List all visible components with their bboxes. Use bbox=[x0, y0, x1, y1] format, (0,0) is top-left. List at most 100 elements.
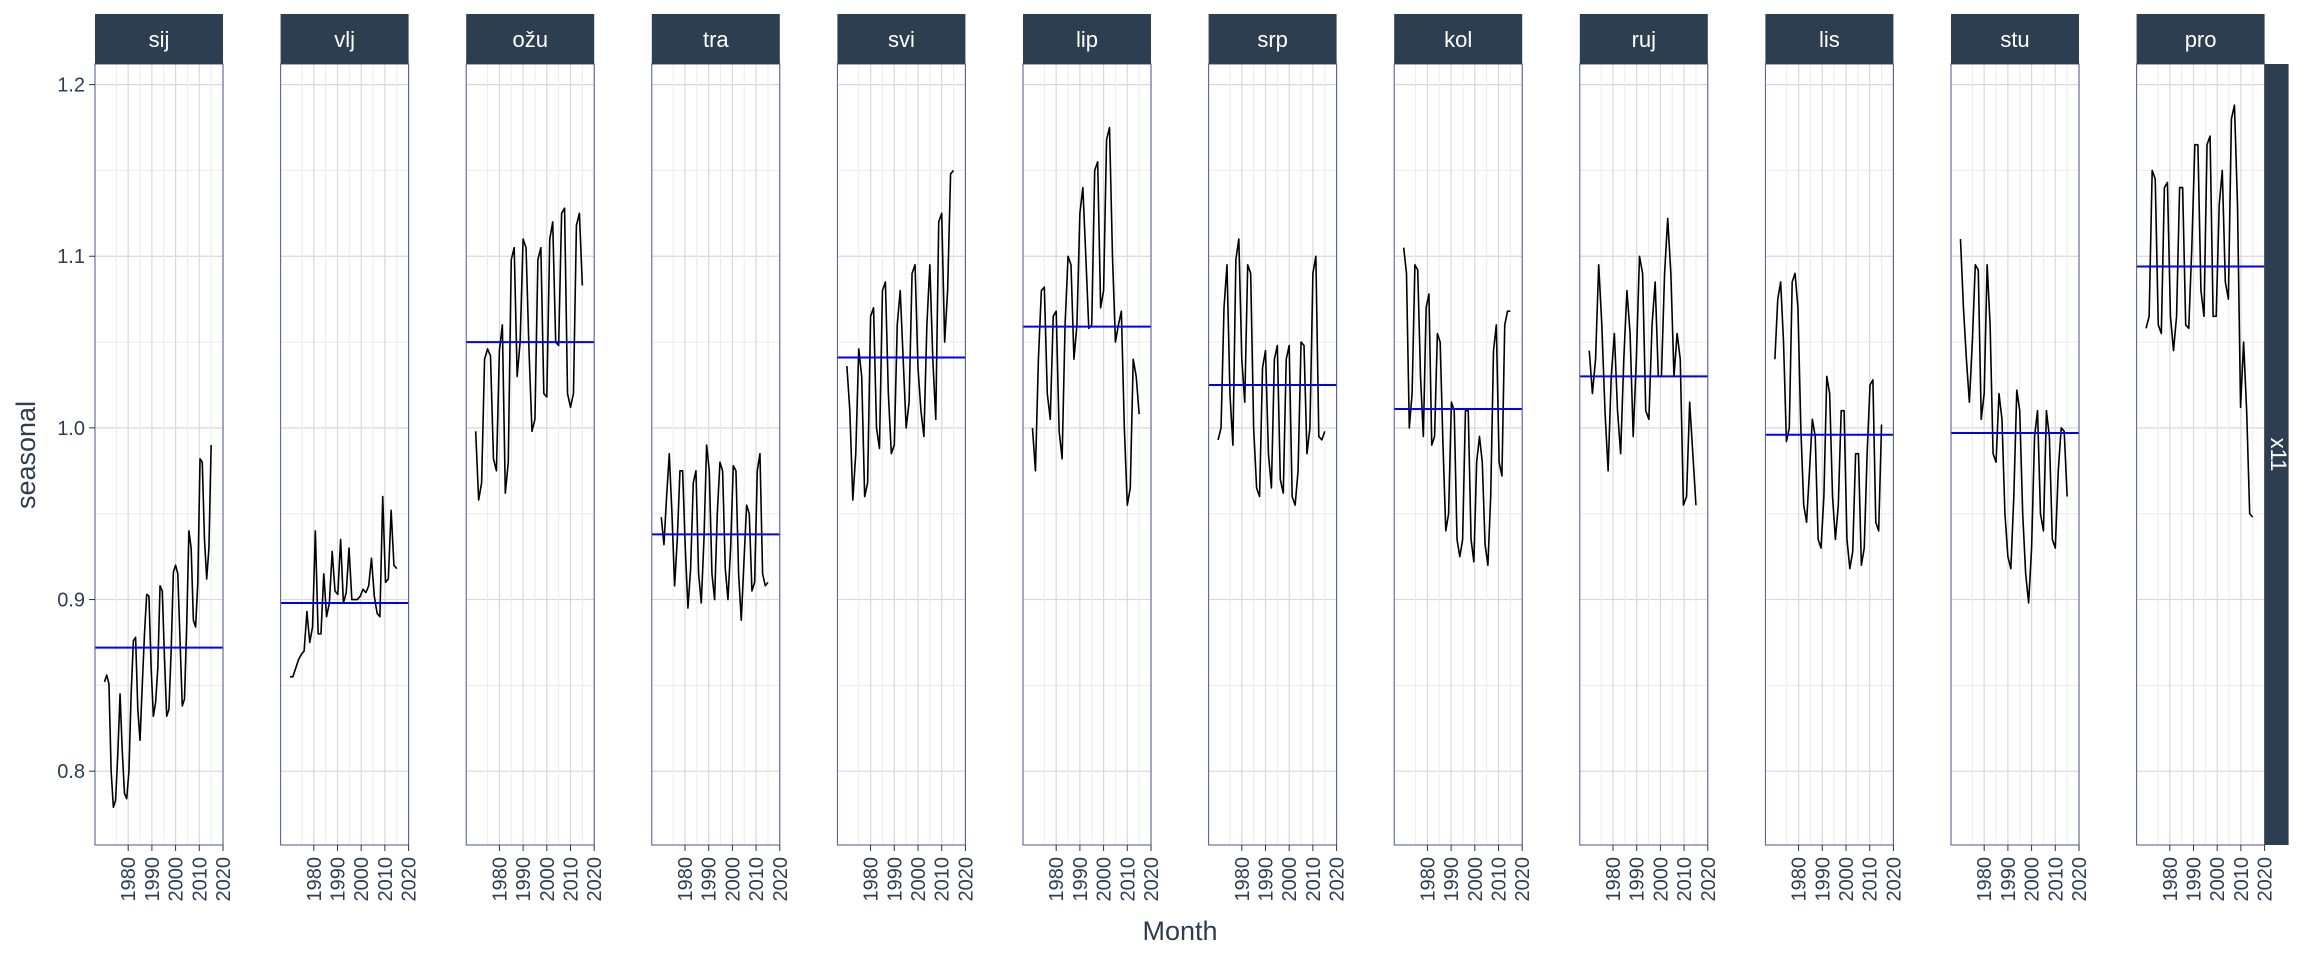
panel-strip-label: svi bbox=[888, 27, 915, 52]
x-tick-label: 2020 bbox=[1512, 857, 1534, 902]
x-tick-label: 2020 bbox=[1141, 857, 1163, 902]
x-tick-label: 2020 bbox=[770, 857, 792, 902]
x-tick-label: 2010 bbox=[1674, 857, 1696, 902]
x-tick-label: 2010 bbox=[1303, 857, 1325, 902]
right-strip-label: x11 bbox=[2266, 438, 2291, 472]
x-tick-label: 2020 bbox=[584, 857, 606, 902]
right-strip-background bbox=[2264, 64, 2289, 845]
panel-ruj: ruj 1980 1990 2000 2010 2020 bbox=[1579, 14, 1720, 902]
x-tick-label: 2020 bbox=[2255, 857, 2277, 902]
panel-background bbox=[280, 64, 409, 845]
panel-strip-background bbox=[1579, 14, 1708, 64]
panel-strip-background bbox=[651, 14, 780, 64]
x-tick-label: 2020 bbox=[955, 857, 977, 902]
x-tick-label: 2000 bbox=[1279, 857, 1301, 902]
x-tick-label: 1990 bbox=[142, 857, 164, 902]
y-tick-label: 1.0 bbox=[57, 418, 85, 440]
x-tick-label: 2020 bbox=[213, 857, 235, 902]
x-tick-label: 1990 bbox=[1070, 857, 1092, 902]
y-tick-label: 0.9 bbox=[57, 590, 85, 612]
x-tick-label: 2010 bbox=[932, 857, 954, 902]
x-tick-label: 1980 bbox=[675, 857, 697, 902]
x-tick-label: 1990 bbox=[2183, 857, 2205, 902]
panel-pro: pro 1980 1990 2000 2010 2020 bbox=[2136, 14, 2277, 902]
x-tick-label: 1990 bbox=[1441, 857, 1463, 902]
panel-strip-background bbox=[1765, 14, 1894, 64]
x-tick-label: 1980 bbox=[861, 857, 883, 902]
x-tick-label: 2010 bbox=[2045, 857, 2067, 902]
x-tick-label: 2010 bbox=[1488, 857, 1510, 902]
y-tick-label: 0.8 bbox=[57, 761, 85, 783]
panel-lis: lis 1980 1990 2000 2010 2020 bbox=[1764, 14, 1905, 902]
x-tick-label: 2010 bbox=[1117, 857, 1139, 902]
x-tick-label: 1980 bbox=[1232, 857, 1254, 902]
x-tick-label: 2000 bbox=[166, 857, 188, 902]
panel-strip-label: vlj bbox=[334, 27, 355, 52]
panel-ožu: ožu 1980 1990 2000 2010 2020 bbox=[465, 14, 606, 902]
panel-strip-background bbox=[1023, 14, 1151, 64]
x-tick-label: 2010 bbox=[1860, 857, 1882, 902]
x-tick-label: 2010 bbox=[189, 857, 211, 902]
panel-strip-label: kol bbox=[1444, 27, 1472, 52]
panel-stu: stu 1980 1990 2000 2010 2020 bbox=[1950, 14, 2091, 902]
x-tick-label: 2020 bbox=[1327, 857, 1349, 902]
panel-strip-label: lis bbox=[1819, 27, 1840, 52]
y-tick-label: 1.2 bbox=[57, 75, 85, 97]
x-tick-label: 2020 bbox=[2069, 857, 2091, 902]
seasonal-series-line bbox=[1402, 247, 1511, 567]
x-tick-label: 1980 bbox=[1789, 857, 1811, 902]
seasonal-series-line bbox=[2145, 104, 2254, 518]
panel-background bbox=[837, 64, 966, 845]
panel-background bbox=[95, 64, 223, 845]
panel-srp: srp 1980 1990 2000 2010 2020 bbox=[1208, 14, 1349, 902]
panel-strip-label: srp bbox=[1257, 27, 1288, 52]
panel-strip-background bbox=[1208, 14, 1337, 64]
x-tick-label: 2000 bbox=[722, 857, 744, 902]
x-tick-label: 2000 bbox=[1836, 857, 1858, 902]
x-tick-label: 1980 bbox=[1417, 857, 1439, 902]
x-tick-label: 2020 bbox=[1698, 857, 1720, 902]
seasonal-series-line bbox=[103, 445, 212, 809]
panel-strip-label: ožu bbox=[512, 27, 547, 52]
facet-strip-right: x11 bbox=[2264, 64, 2291, 845]
x-tick-label: 1990 bbox=[327, 857, 349, 902]
seasonal-series-line bbox=[1588, 217, 1697, 506]
x-tick-label: 2010 bbox=[2231, 857, 2253, 902]
x-tick-label: 2000 bbox=[908, 857, 930, 902]
seasonal-series-line bbox=[1774, 272, 1883, 570]
x-tick-label: 1990 bbox=[1627, 857, 1649, 902]
x-tick-label: 1990 bbox=[884, 857, 906, 902]
panel-strip-background bbox=[280, 14, 409, 64]
panel-strip-label: tra bbox=[703, 27, 729, 52]
x-axis-title: Month bbox=[1142, 916, 1217, 946]
x-tick-label: 1990 bbox=[1812, 857, 1834, 902]
x-tick-label: 1980 bbox=[1974, 857, 1996, 902]
panel-strip-label: sij bbox=[149, 27, 170, 52]
panel-strip-label: ruj bbox=[1632, 27, 1656, 52]
x-tick-label: 1980 bbox=[118, 857, 140, 902]
x-tick-label: 1980 bbox=[2160, 857, 2182, 902]
panel-tra: tra 1980 1990 2000 2010 2020 bbox=[651, 14, 792, 902]
panel-strip-label: lip bbox=[1076, 27, 1098, 52]
panel-strip-background bbox=[837, 14, 966, 64]
x-tick-label: 1980 bbox=[1046, 857, 1068, 902]
y-tick-label: 1.1 bbox=[57, 246, 85, 268]
panel-strip-background bbox=[95, 14, 223, 64]
seasonal-series-line bbox=[1959, 239, 2068, 604]
panel-strip-background bbox=[1394, 14, 1523, 64]
x-tick-label: 1990 bbox=[1998, 857, 2020, 902]
panel-strip-label: stu bbox=[2000, 27, 2029, 52]
x-tick-label: 2000 bbox=[537, 857, 559, 902]
y-axis-title: seasonal bbox=[11, 401, 41, 509]
x-tick-label: 1980 bbox=[304, 857, 326, 902]
panel-strip-background bbox=[466, 14, 595, 64]
seasonal-series-line bbox=[660, 444, 769, 621]
x-tick-label: 2020 bbox=[1883, 857, 1905, 902]
x-tick-label: 1990 bbox=[513, 857, 535, 902]
panel-kol: kol 1980 1990 2000 2010 2020 bbox=[1393, 14, 1534, 902]
seasonal-series-line bbox=[846, 169, 955, 501]
panel-sij: sij 1980 1990 2000 2010 2020 bbox=[94, 14, 235, 902]
panel-strip-background bbox=[1951, 14, 2079, 64]
